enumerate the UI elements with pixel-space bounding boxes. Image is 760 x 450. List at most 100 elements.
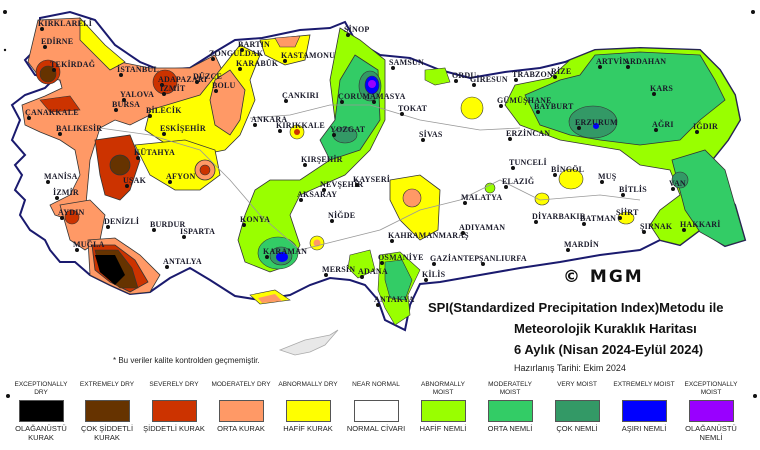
city-label: DÜZCE — [193, 72, 223, 81]
city-label: KAHRAMANMARAŞ — [388, 231, 469, 240]
city-label: TEKİRDAĞ — [50, 60, 96, 69]
city-dot-icon — [46, 180, 50, 184]
city-dot-icon — [299, 198, 303, 202]
city-dot-icon — [481, 262, 485, 266]
city-label: DENİZLİ — [104, 217, 140, 226]
city-label: BİNGÖL — [551, 165, 585, 174]
city-dot-icon — [626, 65, 630, 69]
city-dot-icon — [240, 48, 244, 52]
city-dot-icon — [195, 80, 199, 84]
city-label: BAYBURT — [534, 102, 574, 111]
legend-en-label: NEAR NORMAL — [352, 381, 400, 388]
legend-en-label: ABNORMALLY MOIST — [421, 381, 465, 396]
city-dot-icon — [391, 66, 395, 70]
city-label: RİZE — [551, 67, 572, 76]
legend-swatch — [487, 400, 533, 422]
city-dot-icon — [360, 275, 364, 279]
city-label: TRABZON — [512, 70, 553, 79]
city-dot-icon — [122, 98, 126, 102]
legend-swatch — [285, 400, 331, 422]
city-label: TUNCELİ — [509, 158, 547, 167]
city-dot-icon — [162, 132, 166, 136]
city-dot-icon — [242, 223, 246, 227]
city-dot-icon — [582, 222, 586, 226]
city-label: İSTANBUL — [117, 65, 159, 74]
city-dot-icon — [461, 231, 465, 235]
title-line-3: 6 Aylık (Nisan 2024-Eylül 2024) — [514, 342, 704, 357]
city-label: KÜTAHYA — [134, 148, 175, 157]
city-label: IĞDIR — [693, 122, 719, 131]
legend-swatch — [621, 400, 667, 422]
city-label: SİNOP — [344, 25, 370, 34]
legend-en-label: MODERATELY DRY — [211, 381, 271, 388]
city-label: KARS — [650, 84, 674, 93]
city-dot-icon — [618, 216, 622, 220]
city-label: YALOVA — [120, 90, 155, 99]
city-label: OSMANİYE — [378, 253, 424, 262]
city-dot-icon — [119, 73, 123, 77]
city-dot-icon — [454, 79, 458, 83]
city-label: KONYA — [240, 215, 271, 224]
city-dot-icon — [504, 185, 508, 189]
legend-en-label: EXCEPTIONALLY DRY — [14, 381, 68, 396]
city-dot-icon — [330, 219, 334, 223]
city-dot-icon — [52, 68, 56, 72]
city-label: BATMAN — [580, 214, 617, 223]
legend-tr-label: ÇOK NEMLİ — [556, 424, 598, 433]
city-dot-icon — [424, 278, 428, 282]
city-dot-icon — [148, 114, 152, 118]
city-label: MANİSA — [44, 172, 78, 181]
city-dot-icon — [372, 100, 376, 104]
city-label: KASTAMONU — [281, 51, 336, 60]
city-label: BİLECİK — [146, 106, 182, 115]
turkey-drought-map — [3, 10, 755, 356]
city-label: GİRESUN — [470, 75, 508, 84]
city-label: NİĞDE — [328, 211, 356, 220]
quality-note: * Bu veriler kalite kontrolden geçmemişt… — [113, 356, 260, 365]
city-label: BARTIN — [238, 40, 271, 49]
city-dot-icon — [534, 220, 538, 224]
legend-item-extremely-dry: EXTREMELY DRY ÇOK ŞİDDETLİ KURAK — [74, 381, 140, 442]
city-dot-icon — [211, 57, 215, 61]
legend-swatch — [420, 400, 466, 422]
city-dot-icon — [472, 83, 476, 87]
city-dot-icon — [160, 83, 164, 87]
city-label: ARDAHAN — [624, 57, 667, 66]
legend-swatch — [18, 400, 64, 422]
city-dot-icon — [27, 116, 31, 120]
city-label: TOKAT — [398, 104, 428, 113]
legend-swatch — [554, 400, 600, 422]
city-label: VAN — [669, 179, 686, 188]
legend-tr-label: HAFİF NEMLİ — [419, 424, 467, 433]
city-label: ZONGULDAK — [209, 49, 264, 58]
city-label: ARTVİN — [596, 57, 629, 66]
city-dot-icon — [278, 129, 282, 133]
city-dot-icon — [346, 33, 350, 37]
legend-swatch — [353, 400, 399, 422]
city-dot-icon — [136, 156, 140, 160]
city-label: HAKKARİ — [680, 220, 721, 229]
city-label: UŞAK — [123, 176, 147, 185]
city-label: ANKARA — [251, 115, 288, 124]
legend-en-label: MODERATELY MOIST — [488, 381, 532, 396]
legend-item-near-normal: NEAR NORMAL NORMAL CİVARI — [343, 381, 409, 433]
city-dot-icon — [43, 45, 47, 49]
legend-swatch — [688, 400, 734, 422]
legend-en-label: VERY MOIST — [557, 381, 597, 388]
city-label: KIRIKKALE — [276, 121, 325, 130]
city-dot-icon — [390, 239, 394, 243]
legend-en-label: SEVERELY DRY — [149, 381, 199, 388]
city-label: MARDİN — [564, 240, 599, 249]
cyprus-outline — [278, 329, 339, 356]
city-dot-icon — [238, 67, 242, 71]
city-label: ŞANLIURFA — [479, 254, 527, 263]
city-label: ELAZIĞ — [502, 177, 535, 186]
city-dot-icon — [553, 75, 557, 79]
city-label: SAMSUN — [389, 58, 424, 67]
city-dot-icon — [152, 228, 156, 232]
city-dot-icon — [55, 196, 59, 200]
city-dot-icon — [654, 128, 658, 132]
city-label: ERZİNCAN — [506, 129, 551, 138]
city-dot-icon — [214, 89, 218, 93]
legend-tr-label: HAFİF KURAK — [283, 424, 333, 433]
